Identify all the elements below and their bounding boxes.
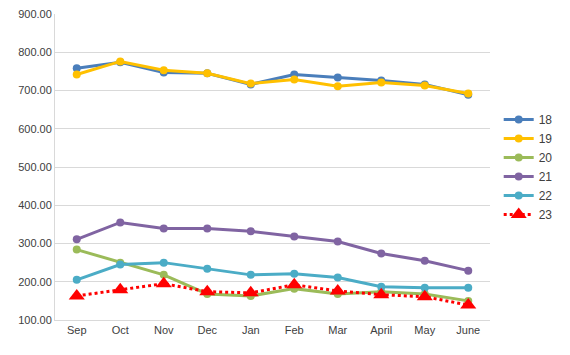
svg-text:Mar: Mar xyxy=(328,324,347,336)
svg-text:200.00: 200.00 xyxy=(18,276,52,288)
svg-text:18: 18 xyxy=(539,113,553,127)
svg-text:Dec: Dec xyxy=(197,324,217,336)
svg-text:700.00: 700.00 xyxy=(18,84,52,96)
svg-text:23: 23 xyxy=(539,208,553,222)
svg-text:19: 19 xyxy=(539,132,553,146)
svg-text:900.00: 900.00 xyxy=(18,8,52,20)
svg-text:400.00: 400.00 xyxy=(18,199,52,211)
svg-text:600.00: 600.00 xyxy=(18,123,52,135)
svg-text:100.00: 100.00 xyxy=(18,314,52,326)
svg-text:April: April xyxy=(370,324,392,336)
svg-text:20: 20 xyxy=(539,151,553,165)
svg-text:300.00: 300.00 xyxy=(18,237,52,249)
svg-text:June: June xyxy=(456,324,480,336)
svg-text:800.00: 800.00 xyxy=(18,46,52,58)
svg-text:Oct: Oct xyxy=(112,324,129,336)
svg-text:500.00: 500.00 xyxy=(18,161,52,173)
svg-text:Jan: Jan xyxy=(242,324,260,336)
svg-text:Sep: Sep xyxy=(67,324,87,336)
svg-text:Feb: Feb xyxy=(285,324,304,336)
svg-text:Nov: Nov xyxy=(154,324,174,336)
svg-text:22: 22 xyxy=(539,189,553,203)
svg-text:21: 21 xyxy=(539,170,553,184)
svg-text:May: May xyxy=(414,324,435,336)
